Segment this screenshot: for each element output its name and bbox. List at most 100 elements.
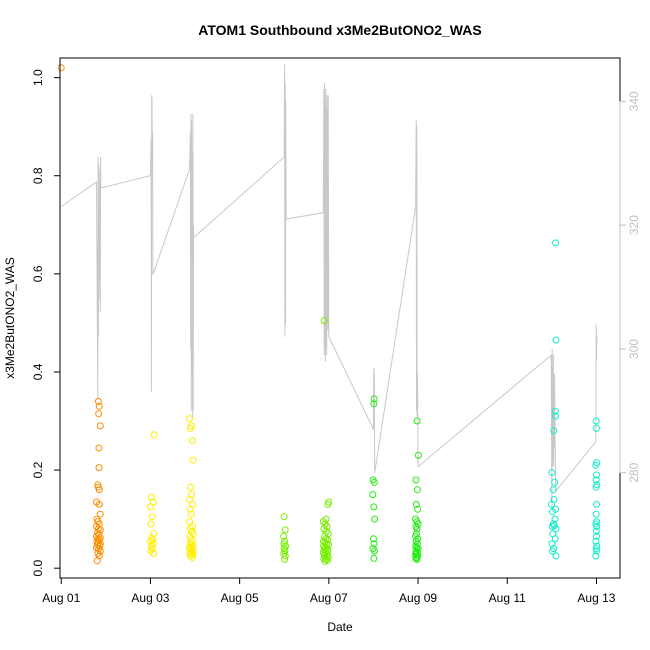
data-point [148, 513, 156, 521]
x-tick-label: Aug 03 [131, 591, 169, 605]
y2-axis: 280 300 320 340 [619, 91, 641, 483]
points-layer [57, 64, 601, 565]
x-tick-label: Aug 09 [399, 591, 437, 605]
data-point [549, 508, 556, 516]
data-point [592, 483, 600, 491]
data-point [592, 461, 600, 469]
x-tick-label: Aug 13 [577, 591, 615, 605]
data-point [95, 464, 103, 472]
data-point [188, 553, 196, 561]
series-group-3 [280, 317, 333, 565]
y-tick-label: 0.4 [31, 363, 45, 380]
data-point [370, 554, 378, 562]
data-point [549, 486, 557, 494]
data-point [371, 515, 379, 523]
data-point [188, 437, 196, 445]
data-point [551, 407, 559, 415]
data-point [186, 552, 194, 560]
data-point [96, 422, 104, 430]
data-point [552, 412, 560, 420]
data-point [281, 526, 289, 534]
data-point [412, 554, 420, 562]
data-point [370, 535, 377, 543]
y-axis-label: x3Me2ButONO2_WAS [3, 257, 17, 379]
data-point [550, 427, 558, 435]
data-point [280, 513, 288, 521]
y-axis: 0.0 0.2 0.4 0.6 0.8 1.0 [31, 69, 61, 577]
data-point [414, 505, 422, 513]
data-point [592, 527, 600, 535]
data-point [57, 64, 65, 72]
series-group-4 [369, 395, 422, 563]
data-point [413, 525, 421, 533]
data-point [370, 478, 378, 486]
data-point [147, 493, 155, 501]
data-point [593, 424, 600, 432]
series-group-5 [548, 239, 601, 560]
x-tick-label: Aug 07 [310, 591, 348, 605]
data-point [592, 537, 600, 545]
chart-title: ATOM1 Southbound x3Me2ButONO2_WAS [198, 22, 481, 38]
data-point [552, 552, 560, 560]
data-point [150, 550, 158, 557]
data-point [150, 431, 158, 439]
data-point [412, 476, 420, 484]
data-point [592, 476, 600, 484]
y2-tick-label: 300 [627, 339, 641, 359]
data-point [147, 520, 155, 528]
x-axis: Aug 01 Aug 03 Aug 05 Aug 07 Aug 09 Aug 11 Aug … [42, 577, 616, 605]
data-point [96, 510, 104, 518]
data-point [369, 491, 377, 499]
data-point [93, 557, 101, 565]
data-point [548, 523, 556, 530]
secondary-series-line [60, 64, 598, 510]
x-axis-label: Date [327, 620, 353, 634]
data-point [280, 532, 288, 540]
data-point [414, 451, 422, 459]
data-point [593, 500, 600, 508]
data-point [95, 402, 103, 410]
data-point [370, 503, 378, 511]
secondary-line-layer [60, 64, 598, 510]
x-tick-label: Aug 01 [42, 591, 80, 605]
data-point [324, 500, 332, 508]
data-point [187, 510, 195, 518]
data-point [548, 469, 556, 476]
plot-box [59, 57, 621, 579]
data-point [371, 547, 378, 555]
data-point [551, 478, 559, 486]
data-point [551, 535, 559, 543]
data-point [95, 410, 103, 418]
data-point [186, 415, 193, 423]
data-point [95, 486, 103, 494]
data-point [552, 336, 560, 344]
data-point [592, 552, 600, 560]
data-point [593, 471, 600, 479]
data-point [593, 547, 600, 555]
data-point [413, 417, 421, 425]
y2-tick-label: 280 [627, 462, 641, 482]
data-point [592, 545, 600, 553]
y-tick-label: 0.8 [31, 167, 45, 184]
series-group-2 [146, 415, 197, 561]
data-point [281, 552, 289, 560]
data-point [186, 496, 193, 503]
data-point [320, 317, 328, 324]
y-tick-label: 0.6 [31, 265, 45, 282]
y2-tick-label: 340 [627, 91, 641, 111]
data-point [592, 510, 600, 518]
data-point [281, 555, 289, 563]
data-point [94, 397, 102, 405]
y-tick-label: 1.0 [31, 69, 45, 86]
y-tick-label: 0.0 [31, 560, 45, 577]
series-group-1 [57, 64, 104, 565]
data-point [592, 417, 600, 425]
data-point [413, 486, 421, 494]
y2-tick-label: 320 [627, 215, 641, 235]
data-point [321, 557, 329, 565]
data-point [413, 555, 421, 563]
data-point [549, 547, 556, 555]
data-point [146, 503, 154, 511]
data-point [548, 540, 556, 548]
